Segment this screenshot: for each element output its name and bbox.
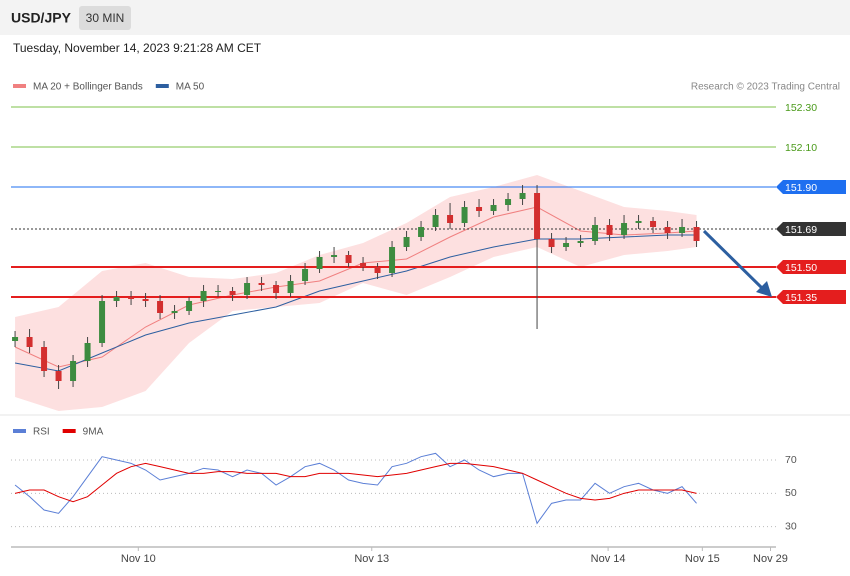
arrow-head [756,281,772,297]
candle-body [258,283,265,285]
candle-body [70,361,77,381]
candle-body [592,225,599,241]
legend-swatch [13,84,26,88]
legend-swatch [155,84,169,88]
candle-body [563,243,570,247]
candle-body [113,297,120,301]
candle-body [229,291,236,295]
timestamp: Tuesday, November 14, 2023 9:21:28 AM CE… [13,41,262,55]
indicator-line [14,462,697,503]
candle-body [331,255,338,257]
x-tick-label: Nov 13 [354,553,389,565]
candle-body [519,193,526,199]
candle-body [403,237,410,247]
candle-body [461,207,468,223]
candle-body [171,311,178,313]
legend-swatch [13,429,26,433]
candle-body [41,347,48,371]
x-tick-label: Nov 10 [121,553,156,565]
candle-body [128,297,135,299]
legend-label: 9MA [83,427,104,438]
level-label: 151.90 [785,182,817,194]
candle-body [244,283,251,295]
candle-body [302,269,309,281]
candle-body [215,291,222,292]
level-label: 151.50 [785,262,817,274]
candle-body [287,281,294,293]
candle-body [200,291,207,301]
candle-body [635,221,642,223]
level-tag [776,290,846,304]
candle-body [505,199,512,205]
y-tick-label: 70 [785,454,797,466]
candle-body [418,227,425,237]
interval-button[interactable] [79,6,131,30]
candle-body [316,257,323,269]
candle-body [664,227,671,233]
legend-label: MA 50 [176,82,205,93]
candle-body [360,263,367,267]
candle-body [679,227,686,233]
candle-body [606,225,613,235]
y-tick-label: 30 [785,520,797,532]
candle-body [142,299,149,301]
level-label: 152.30 [785,102,817,114]
candle-body [55,371,62,381]
level-label: 151.69 [785,224,817,236]
candle-body [432,215,439,227]
credit: Research © 2023 Trading Central [691,82,840,93]
candle-body [186,301,193,311]
level-tag [776,260,846,274]
level-label: 152.10 [785,142,817,154]
candle-body [534,193,541,239]
candle-body [621,223,628,235]
candle-body [447,215,454,223]
price-panel: MA 20 + Bollinger Bands MA 50 Research © 2… [11,82,846,411]
legend-swatch [62,429,76,433]
x-tick-label: Nov 14 [591,553,626,565]
candle-body [157,301,164,313]
candle-body [99,301,106,343]
arrow-shaft [702,229,764,290]
candle-body [476,207,483,211]
legend-label: MA 20 + Bollinger Bands [33,82,143,93]
candle-body [273,285,280,293]
level-label: 151.35 [785,292,817,304]
candle-body [490,205,497,211]
candle-body [548,239,555,247]
interval[interactable]: 30 MIN [86,11,125,25]
level-tag [776,222,846,236]
candle-body [389,247,396,273]
legend-label: RSI [33,427,50,438]
candle-body [693,227,700,241]
y-tick-label: 50 [785,487,797,499]
candle-body [650,221,657,227]
symbol: USD/JPY [11,10,72,26]
level-tag [776,180,846,194]
rsi-panel: RSI 9MA 30 50 70 Nov 10 Nov 13 Nov 14 Nov 15 Nov … [11,427,797,565]
indicator-line [14,452,697,525]
candle-body [577,241,584,243]
x-tick-label: Nov 15 [685,553,720,565]
candle-body [374,267,381,273]
candle-body [26,337,33,347]
bollinger-band [15,175,697,411]
candle-body [345,255,352,263]
forecast-arrow [702,229,772,297]
candle-body [12,337,19,341]
header-bar [0,0,850,35]
x-tick-label: Nov 29 [753,553,788,565]
candle-body [84,343,91,361]
